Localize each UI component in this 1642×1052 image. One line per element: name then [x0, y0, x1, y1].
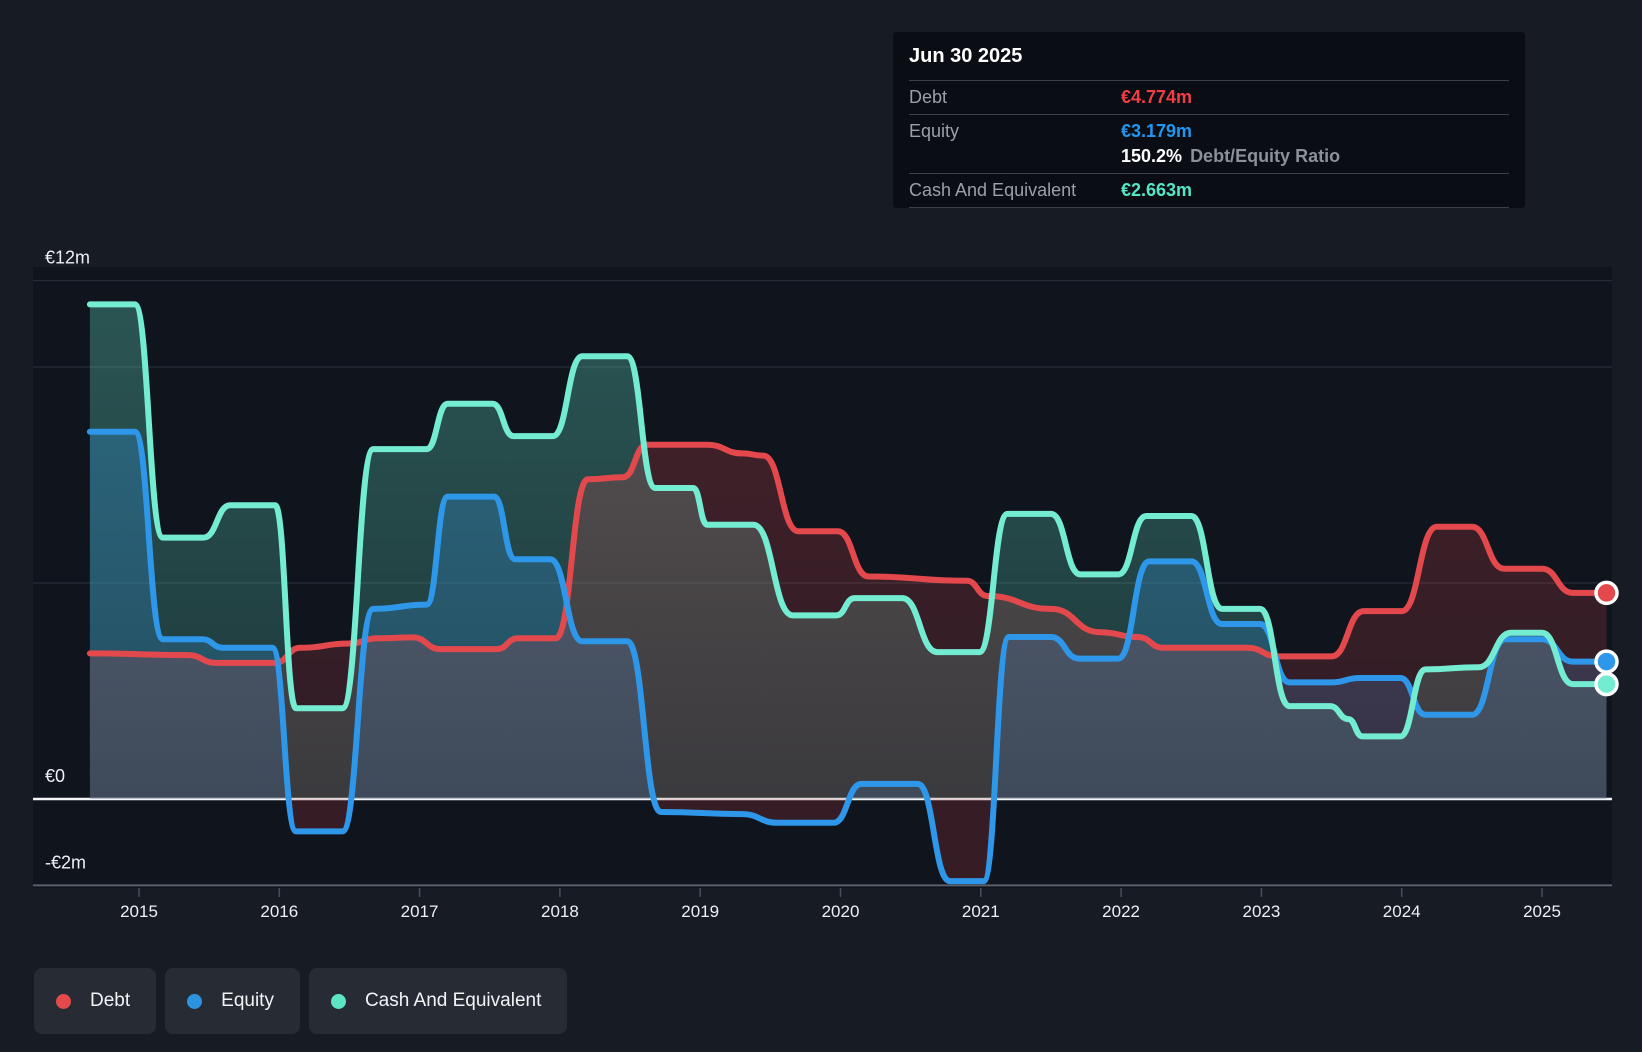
x-axis-label: 2021 [962, 902, 1000, 921]
x-axis-label: 2024 [1383, 902, 1421, 921]
tooltip-date: Jun 30 2025 [909, 32, 1509, 81]
x-axis-label: 2022 [1102, 902, 1140, 921]
tooltip-row-debt: Debt €4.774m [909, 81, 1509, 115]
debt-endpoint-marker[interactable] [1596, 582, 1617, 603]
tooltip-debt-value: €4.774m [1121, 87, 1192, 108]
tooltip-ratio-value: 150.2% [1121, 146, 1182, 167]
x-axis-label: 2016 [260, 902, 298, 921]
legend-cash-label: Cash And Equivalent [365, 990, 541, 1012]
balance-history-page: €12m €0 -€2m 2015 2016 2017 2018 2019 2020 2021 20… [0, 0, 1642, 1052]
x-axis-label: 2025 [1523, 902, 1561, 921]
x-axis-label: 2018 [541, 902, 579, 921]
x-axis-label: 2017 [401, 902, 439, 921]
legend-item-debt[interactable]: Debt [34, 968, 156, 1034]
cash-dot-icon [331, 994, 346, 1009]
tooltip-row-ratio: 150.2% Debt/Equity Ratio [909, 144, 1509, 174]
legend-equity-label: Equity [221, 990, 274, 1012]
x-axis-label: 2019 [681, 902, 719, 921]
legend-debt-label: Debt [90, 990, 130, 1012]
equity-endpoint-marker[interactable] [1596, 651, 1617, 672]
y-axis-label: -€2m [45, 852, 86, 872]
legend-item-cash[interactable]: Cash And Equivalent [309, 968, 567, 1034]
tooltip-row-cash: Cash And Equivalent €2.663m [909, 174, 1509, 208]
legend-item-equity[interactable]: Equity [165, 968, 300, 1034]
tooltip-debt-label: Debt [909, 87, 1121, 108]
tooltip-ratio-label: Debt/Equity Ratio [1190, 146, 1340, 167]
cash-endpoint-marker[interactable] [1596, 674, 1617, 695]
tooltip-equity-label: Equity [909, 121, 1121, 142]
tooltip-cash-label: Cash And Equivalent [909, 180, 1121, 201]
tooltip-panel: Jun 30 2025 Debt €4.774m Equity €3.179m … [893, 32, 1525, 208]
tooltip-equity-value: €3.179m [1121, 121, 1192, 142]
debt-dot-icon [56, 994, 71, 1009]
y-axis-label: €0 [45, 766, 65, 786]
tooltip-cash-value: €2.663m [1121, 180, 1192, 201]
chart-legend: Debt Equity Cash And Equivalent [34, 968, 567, 1034]
x-axis-label: 2023 [1242, 902, 1280, 921]
equity-dot-icon [187, 994, 202, 1009]
tooltip-row-equity: Equity €3.179m [909, 115, 1509, 144]
y-axis-label: €12m [45, 248, 90, 268]
x-axis-label: 2015 [120, 902, 158, 921]
x-axis-label: 2020 [822, 902, 860, 921]
